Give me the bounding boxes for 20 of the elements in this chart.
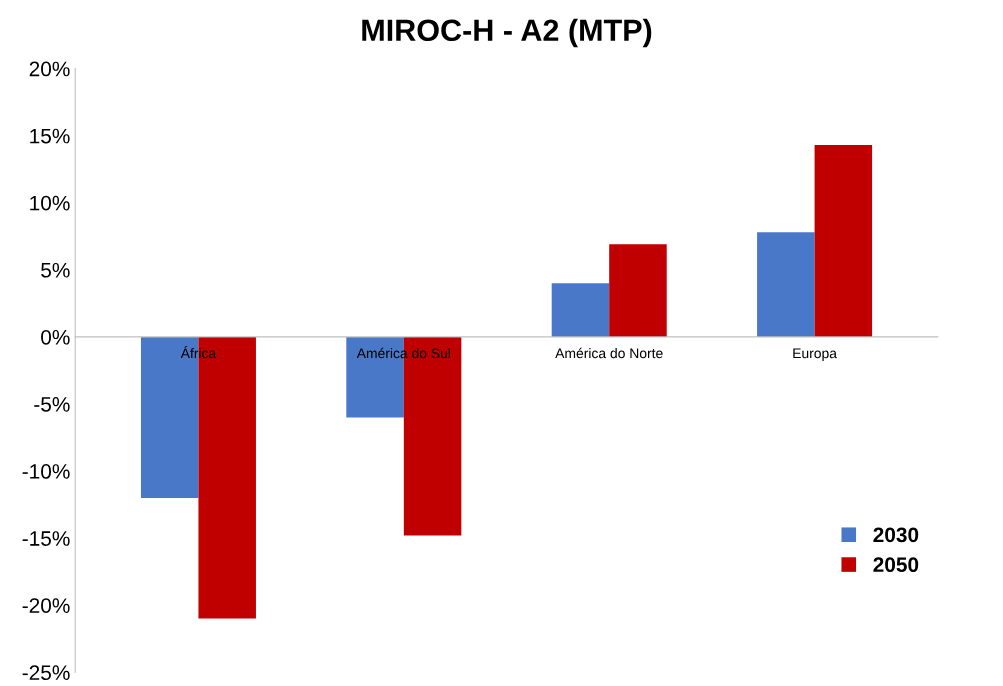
y-tick-label: -15%	[22, 531, 70, 546]
y-tick-label: 0%	[41, 329, 70, 345]
y-tick-label: 20%	[29, 61, 70, 77]
y-tick-label: 15%	[30, 128, 70, 144]
y-tick-label: 10%	[30, 195, 70, 211]
bar	[814, 145, 873, 337]
bar	[609, 244, 667, 337]
legend-label: 2050	[873, 557, 919, 573]
y-tick-label: -25%	[22, 665, 70, 681]
y-tick-label: -5%	[34, 397, 70, 412]
chart-title: MIROC-H - A2 (MTP)	[362, 18, 652, 48]
x-tick-label: Europa	[793, 348, 837, 361]
legend-label: 2030	[873, 527, 919, 543]
bar	[551, 283, 610, 337]
y-tick-label: -10%	[22, 464, 70, 479]
x-tick-label: África	[180, 346, 217, 359]
bar	[757, 232, 815, 337]
y-tick-label: 5%	[41, 262, 70, 278]
x-tick-label: América do Norte	[555, 347, 663, 359]
y-tick-label: -20%	[22, 598, 70, 613]
